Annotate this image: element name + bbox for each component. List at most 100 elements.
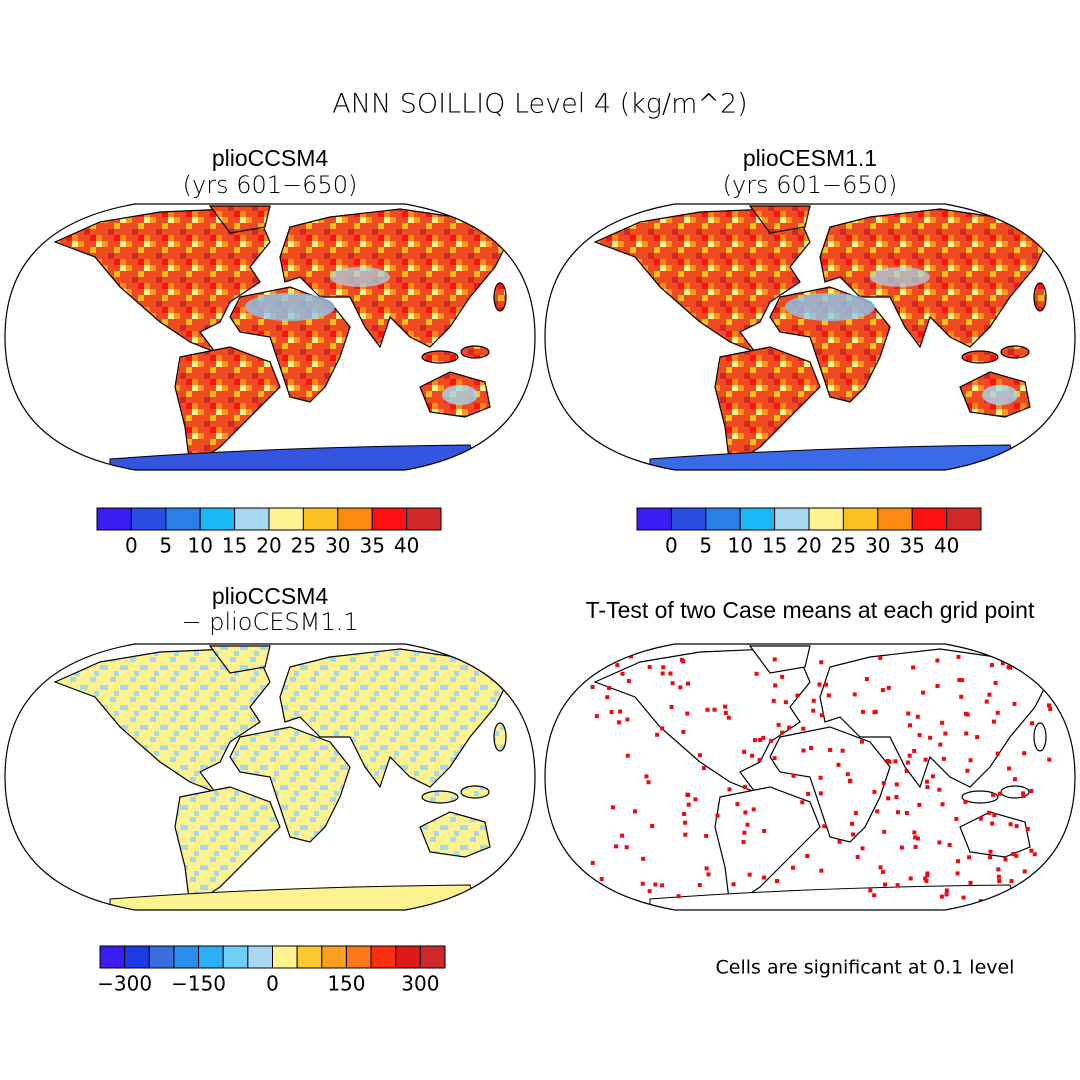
sig-cell — [609, 709, 614, 714]
colorbar-box — [321, 945, 347, 969]
sig-cell — [915, 714, 920, 719]
colorbar-label: 15 — [222, 534, 247, 558]
sig-cell — [726, 715, 731, 720]
sig-cell — [912, 830, 917, 835]
colorbar-box — [345, 945, 372, 969]
sig-cell — [928, 735, 933, 740]
sig-cell — [1000, 661, 1005, 666]
sig-cell — [762, 828, 767, 833]
sig-cell — [769, 738, 774, 743]
sig-cell — [836, 762, 841, 767]
sig-cell — [886, 796, 891, 801]
sig-cell — [917, 802, 922, 807]
sig-cell — [704, 866, 709, 871]
sig-cell — [998, 791, 1003, 796]
sig-cell — [735, 802, 740, 807]
sig-cell — [646, 780, 651, 785]
colorbar-box — [173, 945, 200, 969]
sig-cell — [641, 856, 646, 861]
colorbar-box — [124, 945, 150, 969]
colorbar-box — [842, 507, 879, 531]
sig-cell — [960, 678, 965, 683]
colorbar-label: 40 — [934, 534, 959, 558]
sig-cell — [1022, 869, 1027, 874]
sig-cell — [873, 709, 878, 714]
sig-cell — [705, 707, 710, 712]
sig-cell — [626, 679, 631, 684]
sig-cell — [615, 663, 620, 668]
sig-cell — [686, 681, 691, 686]
sig-cell — [895, 883, 900, 888]
sig-cell — [723, 704, 728, 709]
sig-cell — [1014, 853, 1019, 858]
sig-cell — [761, 735, 766, 740]
sig-cell — [824, 682, 829, 687]
sig-cell — [741, 840, 746, 845]
sig-cell — [1003, 857, 1008, 862]
sig-cell — [676, 894, 681, 899]
sig-cell — [1031, 658, 1036, 663]
sig-cell — [921, 690, 926, 695]
sig-cell — [1021, 791, 1026, 796]
colorbar-box — [148, 945, 175, 969]
colorbar-box — [636, 507, 672, 531]
sig-cell — [590, 684, 595, 689]
sig-cell — [908, 723, 913, 728]
sig-cell — [880, 688, 885, 693]
sig-cell — [986, 810, 991, 815]
map-frame — [544, 643, 1076, 911]
sig-cell — [683, 832, 688, 837]
panel-subtitle: − plioCESM1.1 — [181, 608, 358, 636]
sig-cell — [990, 821, 995, 826]
figure-title: ANN SOILLIQ Level 4 (kg/m^2) — [332, 89, 747, 120]
sig-cell — [878, 865, 883, 870]
colorbar-box — [911, 507, 948, 531]
sig-cell — [967, 855, 972, 860]
colorbar-label: 10 — [727, 534, 752, 558]
sig-cell — [848, 778, 853, 783]
sig-cell — [783, 700, 788, 705]
sig-cell — [751, 807, 756, 812]
panel-title: plioCESM1.1 — [743, 145, 877, 171]
sig-cell — [679, 657, 684, 662]
sig-cell — [984, 699, 989, 704]
panel-subtitle: (yrs 601−650) — [723, 171, 898, 199]
sig-cell — [616, 720, 621, 725]
sig-cell — [661, 665, 666, 670]
antarctica — [109, 444, 481, 470]
sig-cell — [614, 844, 619, 849]
sig-cell — [965, 768, 970, 773]
sig-cell — [640, 881, 645, 886]
sig-cell — [655, 732, 660, 737]
dry-patch — [785, 293, 875, 321]
sig-cell — [853, 810, 858, 815]
sig-cell — [772, 756, 777, 761]
sig-cell — [1006, 665, 1011, 670]
sig-cell — [685, 711, 690, 716]
sig-cell — [845, 772, 850, 777]
sig-cell — [993, 680, 998, 685]
colorbar-label: 0 — [125, 534, 138, 558]
colorbar-label: 0 — [665, 534, 678, 558]
sig-cell — [771, 698, 776, 703]
colorbar-label: 30 — [325, 534, 350, 558]
sig-cell — [801, 726, 806, 731]
sig-cell — [1022, 751, 1027, 756]
sig-cell — [780, 730, 785, 735]
sig-cell — [828, 747, 833, 752]
sig-cell — [881, 781, 886, 786]
sig-cell — [899, 845, 904, 850]
colorbar-box — [302, 507, 339, 531]
colorbar-box — [370, 945, 397, 969]
sig-cell — [939, 894, 944, 899]
colorbar-box — [296, 945, 323, 969]
colorbar-box — [808, 507, 844, 531]
sig-cell — [859, 739, 864, 744]
sig-cell — [963, 711, 968, 716]
colorbar-box — [272, 945, 298, 969]
sig-cell — [997, 878, 1002, 883]
sig-cell — [911, 665, 916, 670]
sig-cell — [855, 854, 860, 859]
sig-cell — [963, 799, 968, 804]
sig-cell — [913, 835, 918, 840]
